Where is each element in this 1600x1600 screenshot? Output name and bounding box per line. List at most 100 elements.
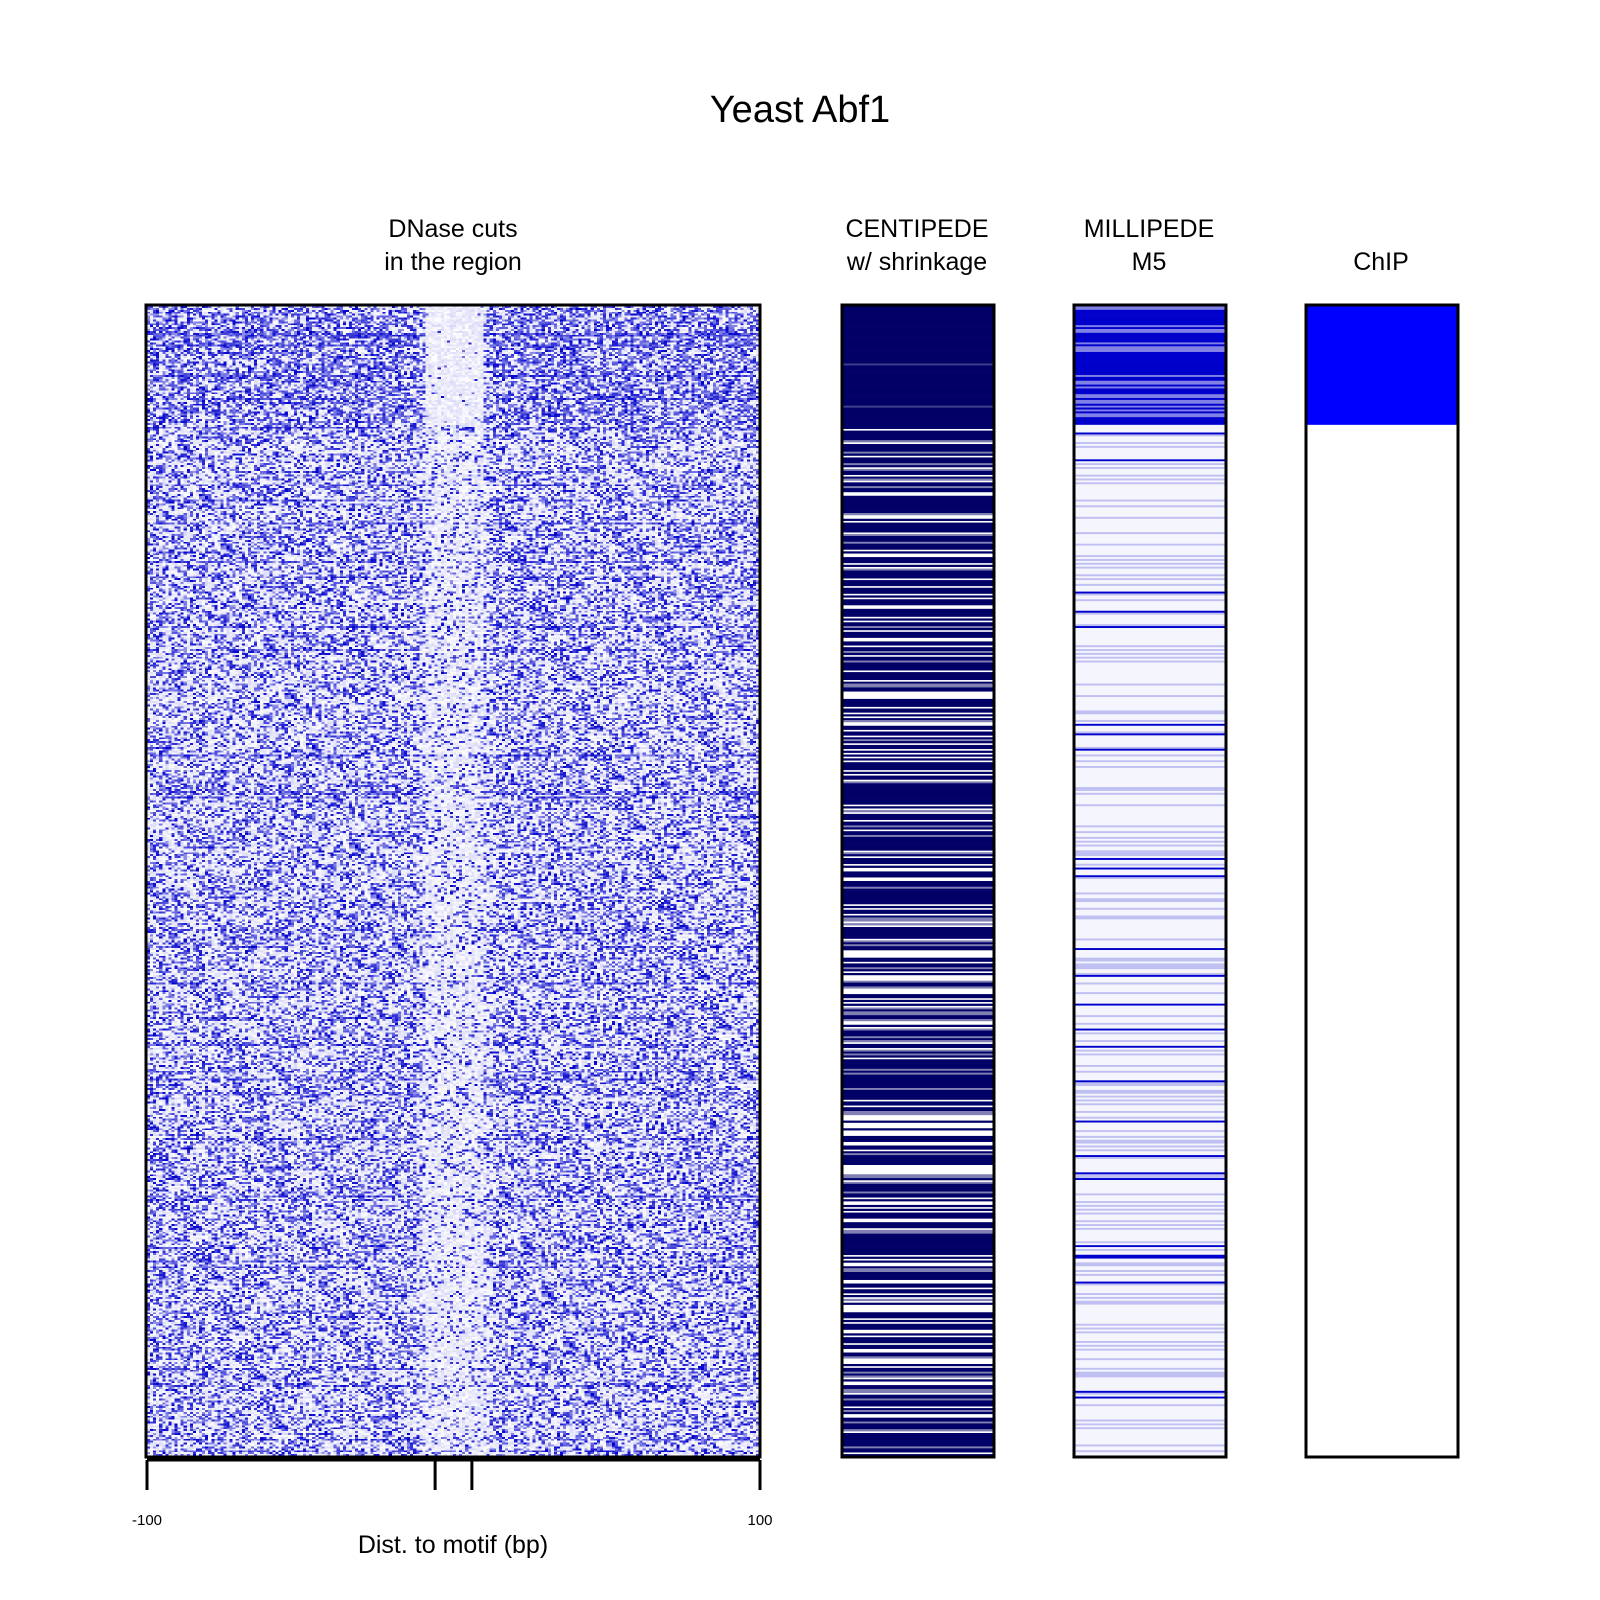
centipede-row [843, 313, 993, 316]
centipede-row [843, 309, 993, 313]
centipede-row [843, 1354, 993, 1357]
millipede-row [1075, 973, 1225, 976]
millipede-row [1075, 1034, 1225, 1037]
centipede-row [843, 813, 993, 817]
centipede-row [843, 1387, 993, 1390]
millipede-row [1075, 1003, 1225, 1006]
centipede-row [843, 1187, 993, 1190]
millipede-row [1075, 574, 1225, 577]
centipede-row [843, 482, 993, 485]
millipede-row [1075, 951, 1225, 955]
millipede-row [1075, 1404, 1225, 1407]
millipede-row [1075, 307, 1225, 311]
centipede-row [843, 1438, 993, 1441]
centipede-row [843, 407, 993, 410]
millipede-row [1075, 796, 1225, 799]
centipede-row [843, 497, 993, 500]
millipede-row [1075, 509, 1225, 512]
millipede-row [1075, 1107, 1225, 1110]
millipede-row [1075, 382, 1225, 385]
millipede-row [1075, 1181, 1225, 1185]
millipede-row [1075, 1224, 1225, 1227]
centipede-row [843, 1433, 993, 1436]
millipede-row [1075, 750, 1225, 753]
centipede-row [843, 1011, 993, 1014]
centipede-row [843, 683, 993, 686]
centipede-row [843, 541, 993, 544]
millipede-row [1075, 664, 1225, 667]
millipede-row [1075, 1166, 1225, 1169]
millipede-row [1075, 1287, 1225, 1290]
millipede-row [1075, 708, 1225, 711]
millipede-row [1075, 794, 1225, 797]
dnase-heatmap-cells [147, 306, 759, 1456]
millipede-row [1075, 790, 1225, 794]
millipede-row [1075, 1319, 1225, 1323]
millipede-panel-title-line1: MILLIPEDE [1084, 215, 1215, 243]
centipede-row [843, 817, 993, 820]
centipede-row [843, 884, 993, 888]
centipede-row [843, 1373, 993, 1376]
centipede-row [843, 917, 993, 920]
millipede-row [1075, 570, 1225, 573]
millipede-row [1075, 1201, 1225, 1204]
millipede-row [1075, 394, 1225, 397]
millipede-row [1075, 698, 1225, 702]
millipede-row [1075, 1191, 1225, 1194]
millipede-row [1075, 1112, 1225, 1116]
millipede-row [1075, 670, 1225, 673]
centipede-row [843, 685, 993, 688]
centipede-row [843, 1028, 993, 1031]
millipede-row [1075, 808, 1225, 811]
centipede-row [843, 338, 993, 341]
millipede-row [1075, 1086, 1225, 1089]
centipede-row [843, 509, 993, 512]
centipede-row [843, 986, 993, 989]
millipede-row [1075, 1130, 1225, 1133]
millipede-row [1075, 892, 1225, 895]
millipede-row [1075, 1300, 1225, 1303]
millipede-row [1075, 422, 1225, 426]
centipede-row [843, 689, 993, 692]
millipede-row [1075, 668, 1225, 671]
millipede-row [1075, 511, 1225, 514]
millipede-row [1075, 442, 1225, 445]
millipede-row [1075, 1187, 1225, 1190]
centipede-row [843, 846, 993, 849]
chip-unbound-block [1307, 306, 1457, 1456]
millipede-row [1075, 942, 1225, 945]
millipede-row [1075, 396, 1225, 399]
millipede-row [1075, 1197, 1225, 1200]
millipede-row [1075, 1295, 1225, 1298]
centipede-row [843, 810, 993, 813]
millipede-row [1075, 1367, 1225, 1371]
millipede-row [1075, 491, 1225, 495]
millipede-row [1075, 1254, 1225, 1257]
millipede-row [1075, 812, 1225, 815]
millipede-row [1075, 1250, 1225, 1254]
centipede-row [843, 1273, 993, 1277]
millipede-row [1075, 1185, 1225, 1188]
millipede-row [1075, 1331, 1225, 1334]
centipede-row [843, 1066, 993, 1070]
centipede-row [843, 1181, 993, 1185]
centipede-row [843, 545, 993, 548]
centipede-row [843, 754, 993, 757]
millipede-row [1075, 649, 1225, 652]
millipede-row [1075, 741, 1225, 744]
millipede-row [1075, 1134, 1225, 1137]
dnase-panel-title-line2: in the region [384, 248, 522, 276]
millipede-row [1075, 411, 1225, 414]
millipede-row [1075, 478, 1225, 481]
millipede-row [1075, 1406, 1225, 1409]
millipede-row [1075, 501, 1225, 504]
millipede-row [1075, 833, 1225, 836]
centipede-row [843, 547, 993, 550]
millipede-row [1075, 1454, 1225, 1457]
millipede-row [1075, 1452, 1225, 1455]
millipede-row [1075, 766, 1225, 769]
millipede-row [1075, 1429, 1225, 1432]
centipede-row [843, 1074, 993, 1077]
centipede-row [843, 1375, 993, 1378]
millipede-row [1075, 543, 1225, 546]
